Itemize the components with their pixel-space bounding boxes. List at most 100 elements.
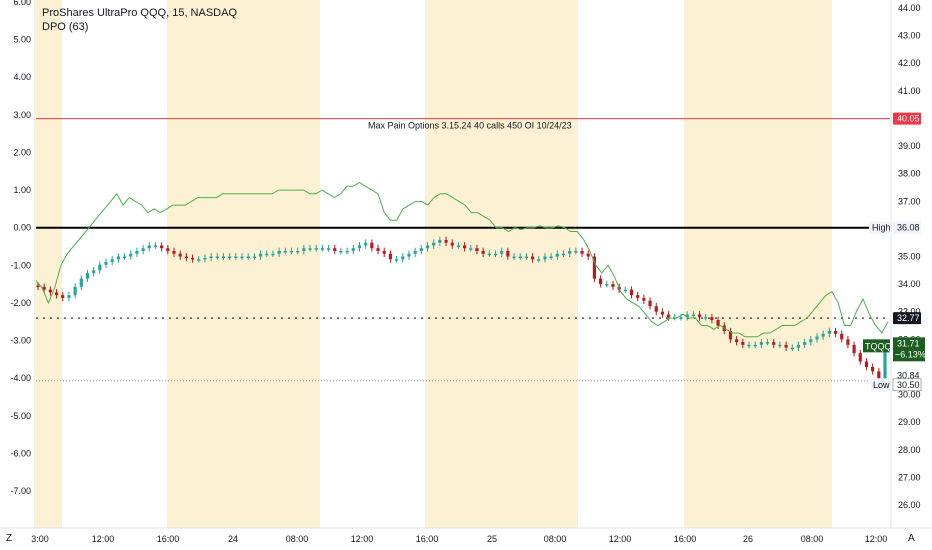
candle-body xyxy=(475,248,479,251)
candle-body xyxy=(568,250,572,254)
candle-body xyxy=(827,331,831,334)
candle-body xyxy=(122,256,127,258)
candle-body xyxy=(512,256,516,258)
candle-body xyxy=(778,344,782,347)
timezone-toggle[interactable]: Z xyxy=(6,533,13,544)
dpo-tick-label: 6.00 xyxy=(13,0,31,7)
price-tick-label: 41.00 xyxy=(898,86,921,96)
candle-body xyxy=(586,253,590,257)
candle-body xyxy=(444,239,448,243)
indicator-title[interactable]: DPO (63) xyxy=(42,21,89,33)
high-value-bg xyxy=(893,221,921,234)
time-tick-label: 12:00 xyxy=(351,534,374,544)
candle-body xyxy=(524,256,529,258)
low-caption-bg xyxy=(871,378,892,391)
candle-body xyxy=(203,257,207,260)
dotted-level-label[interactable]: 32.77 xyxy=(893,312,921,325)
last-price-change: −6.13% xyxy=(895,349,926,359)
candle-body xyxy=(135,250,139,254)
time-tick-label: 08:00 xyxy=(286,534,309,544)
time-tick-label: 08:00 xyxy=(544,534,567,544)
candle-body xyxy=(258,253,263,257)
high-value: 36.08 xyxy=(897,223,920,233)
candle-body xyxy=(852,344,856,354)
candle-body xyxy=(611,284,615,287)
candle-body xyxy=(537,259,541,261)
price-tick-label: 42.00 xyxy=(898,58,921,68)
candle-body xyxy=(493,253,498,256)
candle-body xyxy=(209,256,213,258)
dpo-tick-label: 5.00 xyxy=(13,35,31,45)
time-tick-label: 26 xyxy=(743,534,753,544)
candle-body xyxy=(419,248,423,251)
ticker-label[interactable]: TQQQ 31.71−6.13% xyxy=(863,337,926,362)
candle-body xyxy=(592,256,597,279)
candle-body xyxy=(500,250,504,254)
low-label[interactable]: Low 30.50 xyxy=(871,378,922,392)
candle-body xyxy=(92,270,96,274)
candle-body xyxy=(735,339,739,343)
price-tick-label: 35.00 xyxy=(898,252,921,262)
candle-body xyxy=(574,250,578,253)
session-band xyxy=(684,0,832,528)
dpo-tick-label: 2.00 xyxy=(13,147,31,157)
dpo-tick-label: -5.00 xyxy=(10,411,31,421)
time-tick-label: 3:00 xyxy=(31,534,49,544)
price-tick-label: 33.00 xyxy=(898,307,921,317)
price-tick-label: 27.00 xyxy=(898,472,921,482)
symbol-title[interactable]: ProShares UltraPro QQQ, 15, NASDAQ xyxy=(42,7,238,19)
dpo-tick-label: -4.00 xyxy=(10,373,31,383)
dpo-tick-label: -3.00 xyxy=(10,336,31,346)
candle-body xyxy=(629,289,634,296)
candle-body xyxy=(85,273,90,279)
candle-body xyxy=(833,331,838,334)
price-axis: 44.00 43.00 42.00 41.00 39.00 38.00 37.00 35.00… xyxy=(898,3,921,510)
dotted-level-label-bg xyxy=(893,312,921,325)
candle-body xyxy=(821,333,825,337)
session-band xyxy=(425,0,578,528)
price-tick-label: 38.00 xyxy=(898,169,921,179)
candle-body xyxy=(289,250,294,253)
candle-body xyxy=(104,262,108,265)
candle-body xyxy=(110,259,114,263)
dpo-tick-label: 1.00 xyxy=(13,185,31,195)
dpo-tick-label: -6.00 xyxy=(10,448,31,458)
dpo-tick-label: -7.00 xyxy=(10,486,31,496)
candle-body xyxy=(840,333,844,340)
dpo-tick-label: -2.00 xyxy=(10,298,31,308)
time-tick-label: 16:00 xyxy=(674,534,697,544)
low-caption: Low xyxy=(873,380,890,390)
candle-body xyxy=(265,253,269,256)
high-caption: High xyxy=(872,223,891,233)
auto-scale-toggle[interactable]: A xyxy=(908,533,915,544)
candle-body xyxy=(846,339,850,345)
time-axis: 3:00 12:00 16:00 24 08:00 12:00 16:00 25 08:00 12… xyxy=(31,534,887,544)
price-tick-label: 29.00 xyxy=(898,417,921,427)
candle-body xyxy=(815,336,819,340)
candle-body xyxy=(308,248,312,250)
candle-body xyxy=(116,256,120,260)
candle-body xyxy=(302,248,306,251)
candle-body xyxy=(160,245,164,249)
prev-price-label[interactable]: 30.84 xyxy=(897,370,920,380)
candle-body xyxy=(648,300,652,307)
candle-body xyxy=(388,253,393,260)
high-caption-bg xyxy=(869,221,891,234)
candle-body xyxy=(79,278,83,287)
time-tick-label: 24 xyxy=(228,534,238,544)
candle-body xyxy=(679,317,683,319)
candle-body xyxy=(561,253,566,256)
time-tick-label: 25 xyxy=(487,534,497,544)
dpo-axis: 6.00 5.00 4.00 3.00 2.00 1.00 0.00 -1.00 -2.00 -3… xyxy=(10,0,31,496)
candle-body xyxy=(530,256,535,260)
candle-body xyxy=(864,361,869,367)
candle-body xyxy=(345,250,349,253)
candle-body xyxy=(252,256,256,258)
high-label[interactable]: High 36.08 xyxy=(869,221,921,234)
candle-body xyxy=(599,278,603,285)
red-level-label[interactable]: 40.05 xyxy=(893,112,921,125)
time-tick-label: 12:00 xyxy=(865,534,888,544)
candle-body xyxy=(370,242,374,249)
session-band xyxy=(167,0,320,528)
